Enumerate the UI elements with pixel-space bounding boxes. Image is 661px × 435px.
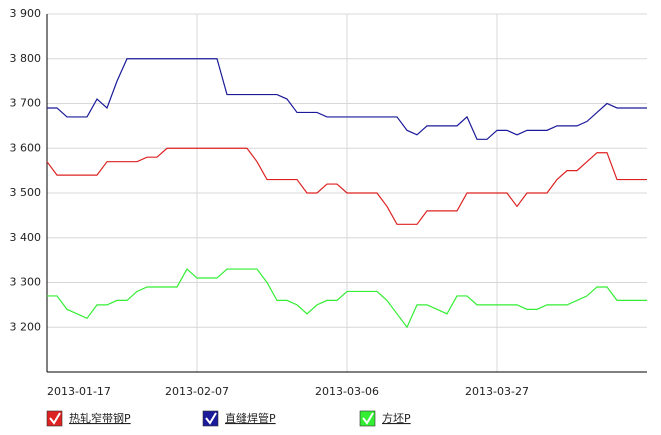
y-tick-label: 3 700 (10, 97, 42, 110)
legend-item[interactable]: 方坯P (359, 410, 411, 427)
x-tick-label: 2013-01-17 (47, 385, 111, 398)
legend-check (205, 412, 217, 425)
legend-check (49, 412, 61, 425)
y-tick-label: 3 800 (10, 52, 42, 65)
x-tick-label: 2013-03-27 (465, 385, 529, 398)
y-tick-label: 3 200 (10, 320, 42, 333)
line-series (46, 147, 647, 225)
legend-item[interactable]: 热轧窄带钢P (46, 410, 131, 427)
x-tick-label: 2013-02-07 (165, 385, 229, 398)
line-series (47, 268, 647, 329)
legend-label: 热轧窄带钢P (69, 411, 131, 425)
legend-label: 方坯P (382, 411, 411, 425)
legend-check (362, 412, 374, 425)
y-tick-label: 3 300 (10, 276, 42, 289)
y-tick-label: 3 900 (10, 7, 42, 20)
y-tick-label: 3 600 (10, 141, 42, 154)
y-tick-label: 3 500 (10, 186, 42, 199)
line-series (47, 58, 647, 140)
y-tick-label: 3 400 (10, 231, 42, 244)
legend-label: 直缝焊管P (225, 411, 276, 425)
legend-item[interactable]: 直缝焊管P (202, 410, 276, 427)
x-tick-label: 2013-03-06 (315, 385, 379, 398)
